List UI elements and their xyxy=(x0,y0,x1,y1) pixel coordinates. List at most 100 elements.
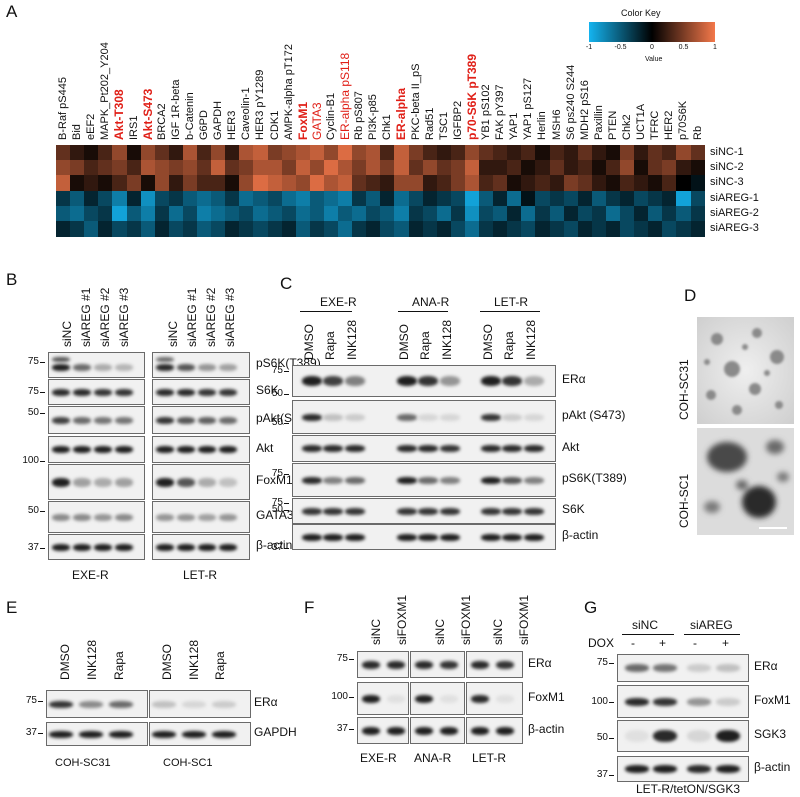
b-blot-let xyxy=(152,406,250,434)
mw-tick xyxy=(284,371,289,372)
band xyxy=(716,697,740,706)
band xyxy=(219,477,237,487)
band xyxy=(219,416,237,424)
heatmap-column-label: G6PD xyxy=(198,110,210,140)
band xyxy=(79,730,103,738)
heatmap-column-label: Akt-S473 xyxy=(140,88,155,140)
heatmap-cell xyxy=(662,145,677,161)
band xyxy=(73,513,91,521)
band xyxy=(625,765,649,773)
heatmap-row-label: siAREG-3 xyxy=(710,222,759,234)
heatmap-cell xyxy=(267,221,283,237)
band xyxy=(418,507,438,515)
heatmap-cell xyxy=(521,175,536,192)
heatmap-cell xyxy=(479,205,494,222)
heatmap-cell xyxy=(662,175,677,192)
heatmap-cell xyxy=(112,205,128,222)
heatmap-column-label: GATA3 xyxy=(309,102,324,140)
band xyxy=(52,363,70,371)
mw-marker: 75 xyxy=(271,497,283,508)
heatmap-cell xyxy=(464,175,480,192)
band xyxy=(52,543,70,551)
heatmap-cell xyxy=(112,175,128,192)
heatmap-cell xyxy=(281,190,297,207)
heatmap-cell xyxy=(225,190,240,207)
heatmap-cell xyxy=(605,175,621,192)
f-lane-label: siFOXM1 xyxy=(395,594,409,645)
mw-tick xyxy=(40,548,45,549)
heatmap-row-label: siNC-2 xyxy=(710,161,744,174)
c-lane-label: DMSO xyxy=(397,324,411,360)
d-scale-bar xyxy=(759,527,787,529)
heatmap-cell xyxy=(408,160,424,176)
heatmap-cell xyxy=(394,145,410,161)
heatmap-cell xyxy=(338,175,353,192)
band xyxy=(323,413,343,421)
band xyxy=(156,477,174,487)
heatmap-cell xyxy=(662,221,677,237)
d-micrographs xyxy=(697,317,794,535)
g-blot xyxy=(617,685,749,718)
heatmap-cell xyxy=(549,160,565,176)
heatmap-cell xyxy=(352,221,367,237)
heatmap-cell xyxy=(168,190,184,207)
heatmap-cell xyxy=(112,221,128,237)
heatmap-cell xyxy=(84,160,99,176)
band xyxy=(481,445,501,452)
heatmap-column-label: UCT1A xyxy=(635,103,648,140)
band xyxy=(109,700,133,708)
heatmap-cell xyxy=(563,190,579,207)
f-group-label: ANA-R xyxy=(414,751,452,765)
heatmap-cell xyxy=(323,175,339,192)
band xyxy=(94,446,112,453)
band xyxy=(156,388,174,396)
heatmap-cell xyxy=(126,145,142,161)
heatmap-cell xyxy=(690,175,706,192)
mw-tick xyxy=(284,510,289,511)
heatmap-cell xyxy=(380,205,395,222)
heatmap-cell xyxy=(225,205,240,222)
band xyxy=(653,664,677,672)
heatmap-cell xyxy=(281,175,297,192)
heatmap-cell xyxy=(464,160,480,176)
c-lane-label: INK128 xyxy=(440,319,454,360)
heatmap-cell xyxy=(521,221,536,237)
heatmap-cell xyxy=(182,190,198,207)
heatmap-column-label: CDK1 xyxy=(268,110,281,140)
heatmap-cell xyxy=(535,160,551,176)
heatmap-cell xyxy=(84,221,99,237)
heatmap-column-label: PI3K-p85 xyxy=(367,94,380,140)
band xyxy=(323,445,343,452)
band xyxy=(156,446,174,453)
heatmap-column-label: S6 ps240 S244 xyxy=(564,64,577,140)
c-blot xyxy=(292,435,556,462)
mw-tick xyxy=(40,461,45,462)
c-group-underline xyxy=(300,311,352,312)
heatmap-cell xyxy=(422,221,438,237)
c-group-underline xyxy=(398,311,448,312)
heatmap-cell xyxy=(70,175,85,192)
heatmap-cell xyxy=(338,205,353,222)
band xyxy=(115,513,133,521)
heatmap-cell xyxy=(253,160,269,176)
band xyxy=(115,477,133,487)
band xyxy=(198,416,216,424)
heatmap-column-label: MDH2 pS16 xyxy=(578,80,591,140)
band xyxy=(524,445,544,452)
e-blot-left xyxy=(46,722,148,746)
b-group-exe: EXE-R xyxy=(72,568,109,582)
heatmap-cell xyxy=(239,160,254,176)
color-key-ticks: -1 -0.5 0 0.5 1 xyxy=(586,44,717,54)
band xyxy=(177,446,195,453)
g-dox-value: + xyxy=(659,636,667,650)
heatmap-column-label: Herlin xyxy=(536,111,549,140)
c-blot xyxy=(292,400,556,434)
heatmap-cell xyxy=(197,205,212,222)
heatmap-cell xyxy=(479,190,494,207)
heatmap-column-label: PKC-beta II_pS xyxy=(409,63,422,140)
band xyxy=(440,694,458,703)
e-row-label: ERα xyxy=(254,695,278,709)
heatmap-cell xyxy=(605,190,621,207)
heatmap-cell xyxy=(239,205,254,222)
heatmap-cell xyxy=(168,221,184,237)
